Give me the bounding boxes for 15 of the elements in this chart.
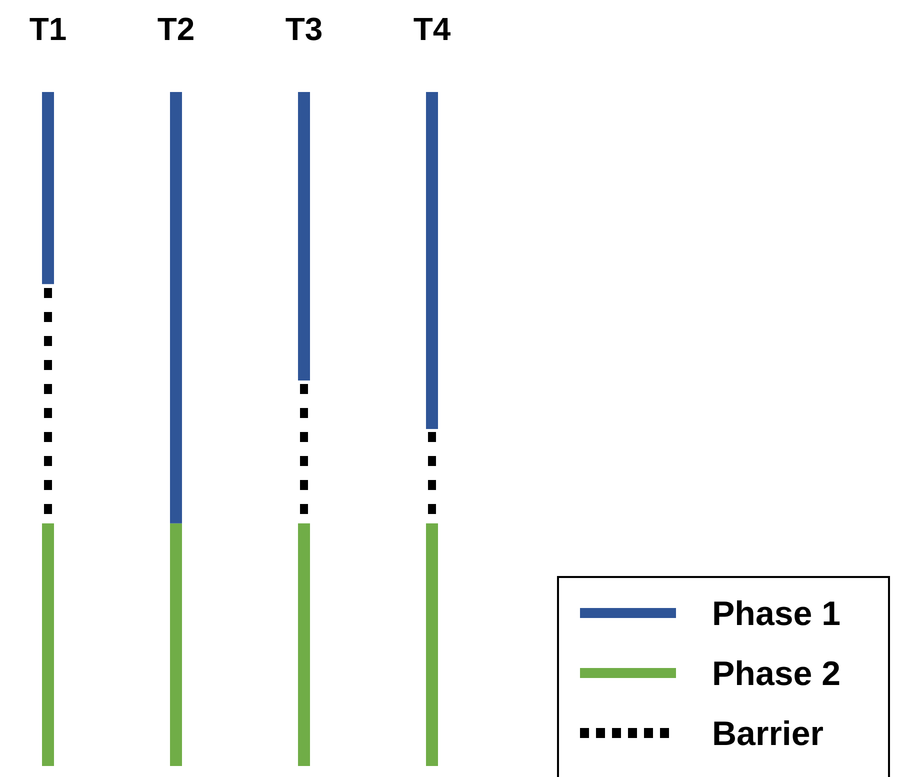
x-tick-label: T3 xyxy=(285,11,323,47)
bar xyxy=(426,523,438,766)
bar xyxy=(426,92,438,429)
x-tick-label: T1 xyxy=(29,11,67,47)
bar xyxy=(298,92,310,380)
x-tick-label: T2 xyxy=(157,11,195,47)
legend-label: Phase 2 xyxy=(712,655,841,693)
bar xyxy=(170,92,182,524)
x-tick-label: T4 xyxy=(413,11,451,47)
bar xyxy=(42,523,54,766)
legend-label: Phase 1 xyxy=(712,595,841,633)
bar xyxy=(170,523,182,766)
bar xyxy=(42,92,54,284)
legend-label: Barrier xyxy=(712,715,824,753)
bar xyxy=(298,523,310,766)
